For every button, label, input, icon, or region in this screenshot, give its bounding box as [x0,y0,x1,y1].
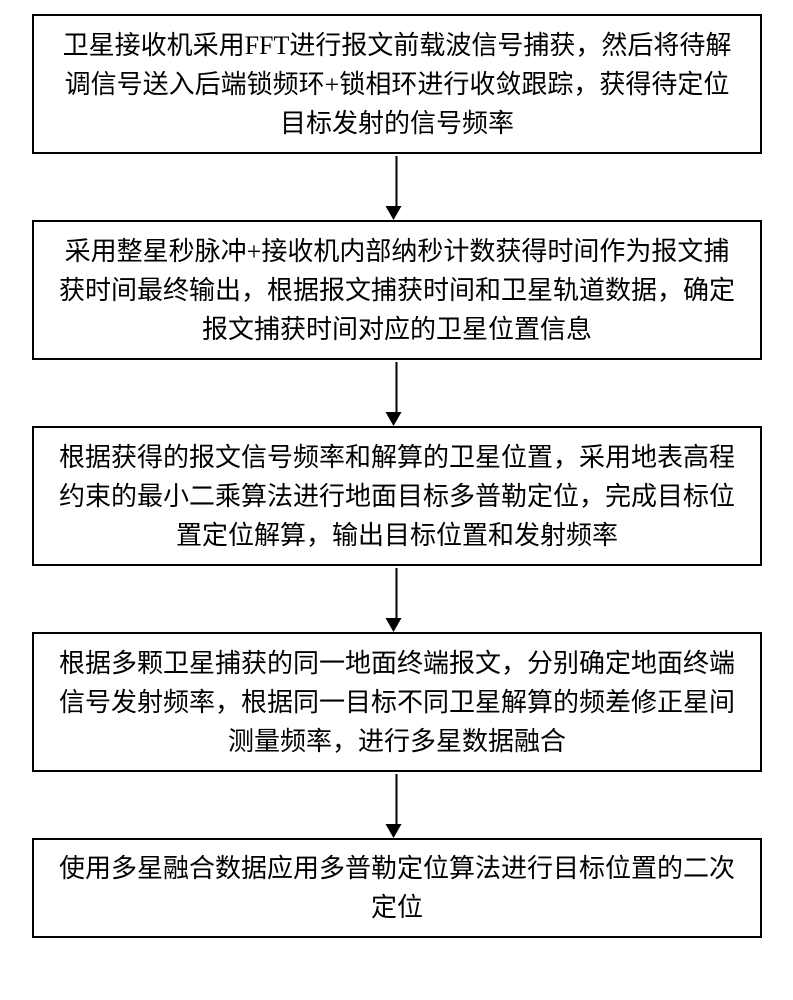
flow-arrow-3 [392,568,401,632]
flow-step-4-text: 根据多颗卫星捕获的同一地面终端报文，分别确定地面终端信号发射频率，根据同一目标不… [54,644,740,761]
flow-step-3: 根据获得的报文信号频率和解算的卫星位置，采用地表高程约束的最小二乘算法进行地面目… [32,426,762,566]
flow-step-1: 卫星接收机采用FFT进行报文前载波信号捕获，然后将待解调信号送入后端锁频环+锁相… [32,14,762,154]
flow-step-3-text: 根据获得的报文信号频率和解算的卫星位置，采用地表高程约束的最小二乘算法进行地面目… [54,438,740,555]
flow-step-5: 使用多星融合数据应用多普勒定位算法进行目标位置的二次定位 [32,838,762,938]
flow-step-4: 根据多颗卫星捕获的同一地面终端报文，分别确定地面终端信号发射频率，根据同一目标不… [32,632,762,772]
flow-arrow-2 [392,362,401,426]
flow-step-2: 采用整星秒脉冲+接收机内部纳秒计数获得时间作为报文捕获时间最终输出，根据报文捕获… [32,220,762,360]
flow-arrow-4 [392,774,401,838]
flow-arrow-1 [392,156,401,220]
flowchart-canvas: 卫星接收机采用FFT进行报文前载波信号捕获，然后将待解调信号送入后端锁频环+锁相… [0,0,793,1000]
flow-step-5-text: 使用多星融合数据应用多普勒定位算法进行目标位置的二次定位 [54,849,740,927]
flow-step-1-text: 卫星接收机采用FFT进行报文前载波信号捕获，然后将待解调信号送入后端锁频环+锁相… [54,26,740,143]
flow-step-2-text: 采用整星秒脉冲+接收机内部纳秒计数获得时间作为报文捕获时间最终输出，根据报文捕获… [54,232,740,349]
